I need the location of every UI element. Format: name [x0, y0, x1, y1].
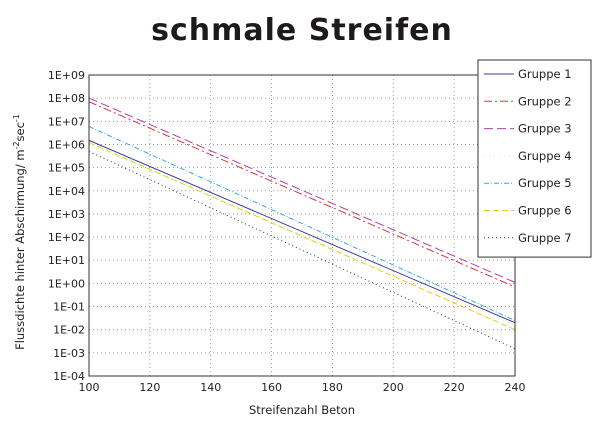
x-tick-label: 220	[444, 381, 465, 394]
legend-label-1: Gruppe 1	[518, 67, 572, 81]
series-line-1	[88, 139, 516, 324]
y-tick-label: 1E+03	[48, 208, 85, 221]
legend-box	[477, 59, 592, 258]
series-line-5	[88, 125, 516, 321]
grid	[88, 74, 516, 377]
y-axis-label-mid: sec	[13, 122, 27, 141]
ticks: 100 120 140 160 180 200 220 240 1E+09 1E+08 1E+07 1…	[48, 69, 526, 394]
y-tick-label: 1E+04	[48, 185, 85, 198]
series-line-2	[88, 101, 516, 288]
y-tick-label: 1E+02	[48, 231, 85, 244]
y-tick-label: 1E+01	[48, 254, 85, 267]
y-tick-label: 1E+08	[48, 92, 85, 105]
legend-label-7: Gruppe 7	[518, 231, 572, 245]
legend-label-4: Gruppe 4	[518, 149, 572, 163]
x-tick-label: 100	[79, 381, 100, 394]
chart-title: schmale Streifen	[151, 13, 453, 48]
x-tick-label: 160	[261, 381, 282, 394]
y-tick-label: 1E-04	[53, 370, 85, 383]
y-axis-label: Flussdichte hinter Abschirmung/ m-2sec-1	[12, 114, 27, 350]
x-tick-label: 140	[200, 381, 221, 394]
y-tick-label: 1E+05	[48, 162, 85, 175]
y-tick-label: 1E-01	[53, 301, 85, 314]
legend-label-3: Gruppe 3	[518, 122, 572, 136]
series-line-3	[88, 97, 516, 283]
plot-frame	[88, 74, 516, 377]
y-tick-label: 1E-03	[53, 347, 85, 360]
y-axis-label-sup2: -1	[12, 114, 21, 122]
legend-label-5: Gruppe 5	[518, 176, 572, 190]
x-tick-label: 180	[322, 381, 343, 394]
x-tick-label: 120	[139, 381, 160, 394]
y-tick-label: 1E+00	[48, 277, 85, 290]
x-tick-label: 200	[383, 381, 404, 394]
series-layer	[88, 97, 516, 350]
y-tick-label: 1E+06	[48, 138, 85, 151]
x-tick-label: 240	[505, 381, 526, 394]
y-tick-label: 1E+09	[48, 69, 85, 82]
series-line-7	[88, 150, 516, 350]
series-line-6	[88, 142, 516, 331]
legend: Gruppe 1 Gruppe 2 Gruppe 3 Gruppe 4 Gruppe 5…	[477, 59, 592, 258]
x-axis-label: Streifenzahl Beton	[249, 403, 355, 417]
y-tick-label: 1E-02	[53, 324, 85, 337]
legend-label-2: Gruppe 2	[518, 94, 572, 108]
series-line-4	[88, 144, 516, 327]
y-axis-label-main: Flussdichte hinter Abschirmung/ m	[13, 149, 27, 349]
legend-label-6: Gruppe 6	[518, 204, 572, 218]
y-axis-label-sup1: -2	[12, 141, 21, 149]
y-tick-label: 1E+07	[48, 115, 85, 128]
